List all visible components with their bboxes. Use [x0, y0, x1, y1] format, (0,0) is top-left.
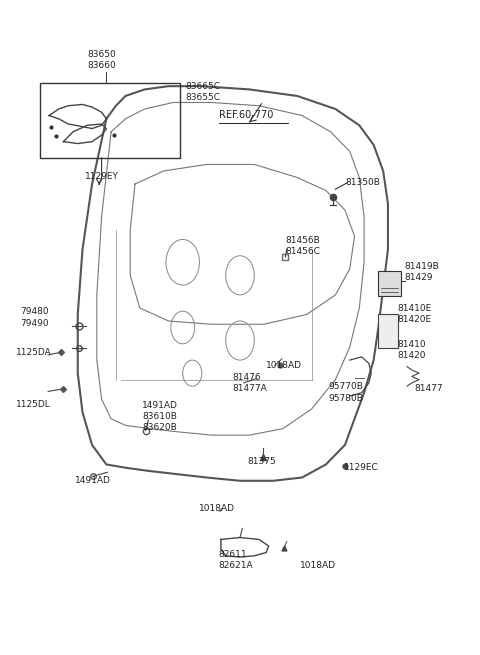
- Text: 81419B
81429: 81419B 81429: [405, 262, 439, 282]
- Text: 1125DL: 1125DL: [16, 400, 50, 409]
- Text: 95770B
95780B: 95770B 95780B: [328, 383, 363, 403]
- Text: 81410
81420: 81410 81420: [397, 340, 426, 360]
- Text: 1491AD
83610B
83620B: 1491AD 83610B 83620B: [142, 401, 178, 432]
- Text: 1491AD: 1491AD: [75, 476, 111, 485]
- Text: 1018AD: 1018AD: [266, 361, 302, 370]
- Text: REF.60-770: REF.60-770: [218, 110, 273, 120]
- Text: 81456B
81456C: 81456B 81456C: [285, 236, 320, 255]
- Text: 81350B: 81350B: [345, 178, 380, 187]
- Text: 1125DA: 1125DA: [16, 348, 51, 357]
- Text: 1129EY: 1129EY: [85, 172, 119, 181]
- Text: 83665C
83655C: 83665C 83655C: [185, 83, 220, 102]
- Bar: [39, 83, 180, 158]
- Text: 1018AD: 1018AD: [199, 504, 235, 514]
- Text: 82611
82621A: 82611 82621A: [218, 550, 253, 570]
- Text: 79480
79490: 79480 79490: [21, 307, 49, 328]
- Bar: [378, 314, 398, 348]
- Text: 81410E
81420E: 81410E 81420E: [397, 304, 432, 324]
- Text: 81375: 81375: [247, 457, 276, 466]
- Text: 1129EC: 1129EC: [344, 463, 379, 472]
- Text: 83650
83660: 83650 83660: [87, 50, 116, 70]
- Text: 81476
81477A: 81476 81477A: [233, 373, 267, 393]
- Text: 1018AD: 1018AD: [300, 561, 336, 570]
- Bar: [378, 271, 401, 296]
- Text: 81477: 81477: [414, 384, 443, 393]
